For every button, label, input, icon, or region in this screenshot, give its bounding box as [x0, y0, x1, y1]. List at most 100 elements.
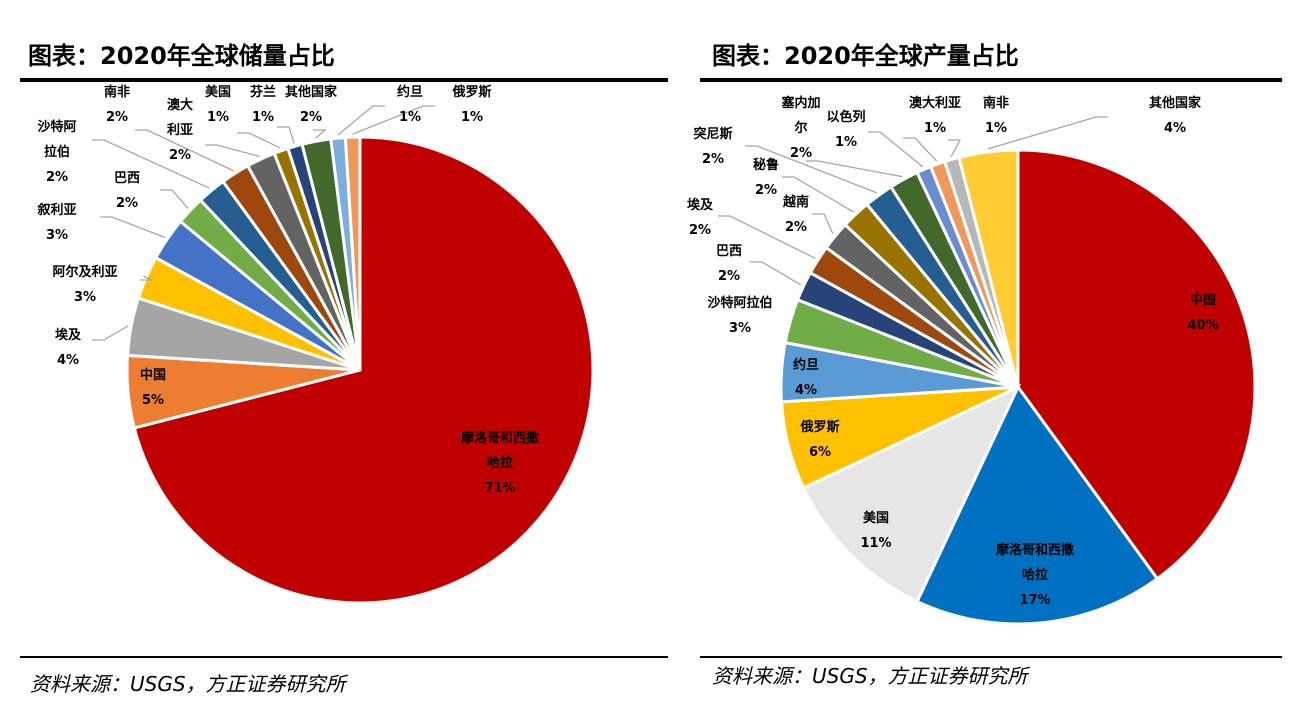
- pie-slice-0-0: [132, 135, 595, 605]
- slice-label-box: 中国 40%: [1187, 288, 1218, 338]
- slice-label: 越南: [782, 195, 810, 210]
- slice-value: 1%: [206, 110, 230, 125]
- slice-value: 1%: [984, 121, 1008, 136]
- slice-value: 71%: [484, 481, 516, 496]
- pie-slice-1-1: [915, 384, 1160, 626]
- slice-label-box: 阿尔及利亚 3%: [52, 260, 117, 310]
- slice-label: 塞内加尔: [781, 96, 821, 136]
- leader-line: [140, 275, 153, 281]
- slice-value: 4%: [794, 383, 818, 398]
- slice-label-box: 摩洛哥和西撒哈拉 17%: [995, 538, 1076, 613]
- slice-label: 埃及: [686, 198, 714, 213]
- slice-label-box: 俄罗斯 1%: [452, 80, 491, 130]
- slice-value: 2%: [688, 223, 712, 238]
- slice-label: 芬兰: [249, 85, 277, 100]
- slice-label: 南非: [103, 85, 131, 100]
- slice-label: 约旦: [396, 85, 424, 100]
- slice-value: 1%: [923, 121, 947, 136]
- right-chart-title: 图表：2020年全球产量占比: [712, 42, 1019, 70]
- slice-value: 2%: [168, 148, 192, 163]
- slice-label-box: 以色列 1%: [826, 105, 865, 155]
- slice-label: 秘鲁: [752, 158, 780, 173]
- slice-label: 沙特阿拉伯: [37, 120, 77, 160]
- slice-label: 突尼斯: [693, 127, 733, 142]
- slice-label-box: 越南 2%: [783, 190, 809, 240]
- slice-label: 其他国家: [284, 85, 338, 100]
- slice-label: 叙利亚: [37, 203, 77, 218]
- slice-value: 1%: [398, 110, 422, 125]
- title-rule-left: [20, 78, 668, 82]
- slice-label-box: 澳大利亚 1%: [909, 91, 961, 141]
- slice-label: 巴西: [715, 244, 743, 259]
- slice-label-box: 摩洛哥和西撒哈拉 71%: [460, 426, 541, 501]
- slice-value: 2%: [754, 183, 778, 198]
- leader-line: [135, 129, 234, 172]
- slice-value: 2%: [299, 110, 323, 125]
- title-rule-right: [700, 78, 1282, 82]
- leader-line: [750, 261, 802, 286]
- slice-value: 11%: [860, 536, 892, 551]
- slice-value: 2%: [784, 220, 808, 235]
- slice-label-box: 沙特阿拉伯 3%: [707, 291, 772, 341]
- slice-label-box: 中国 5%: [140, 363, 166, 413]
- leader-line: [337, 105, 385, 136]
- slice-label: 澳大利亚: [908, 96, 962, 111]
- slice-label-box: 埃及 2%: [687, 193, 713, 243]
- leader-line: [92, 139, 210, 189]
- slice-value: 1%: [460, 110, 484, 125]
- leader-line: [92, 325, 129, 341]
- slice-label-box: 南非 2%: [104, 80, 130, 130]
- slice-label: 澳大利亚: [166, 98, 193, 138]
- slice-label: 中国: [139, 368, 167, 383]
- slice-label-box: 突尼斯 2%: [693, 122, 732, 172]
- leader-line: [718, 215, 816, 259]
- slice-label: 阿尔及利亚: [52, 265, 118, 280]
- slice-label: 南非: [982, 96, 1010, 111]
- leader-line: [868, 131, 924, 168]
- left-chart-title: 图表：2020年全球储量占比: [28, 42, 335, 70]
- slice-label: 其他国家: [1148, 96, 1202, 111]
- leader-line: [948, 139, 962, 157]
- leader-line: [313, 129, 327, 139]
- slice-value: 2%: [789, 146, 813, 161]
- footer-rule-right: [700, 656, 1282, 658]
- leader-line: [782, 176, 855, 213]
- slice-value: 3%: [728, 321, 752, 336]
- slice-value: 4%: [1163, 121, 1187, 136]
- slice-label-box: 巴西 2%: [114, 166, 140, 216]
- slice-label-box: 美国 1%: [205, 80, 231, 130]
- slice-value: 2%: [105, 110, 129, 125]
- slice-label: 俄罗斯: [452, 85, 492, 100]
- slice-label: 摩洛哥和西撒哈拉: [995, 543, 1074, 583]
- slice-label: 约旦: [792, 358, 820, 373]
- leader-line: [903, 137, 938, 162]
- leader-line: [745, 145, 878, 194]
- slice-label-box: 芬兰 1%: [250, 80, 276, 130]
- slice-value: 1%: [834, 135, 858, 150]
- pie-slice-1-0: [1016, 148, 1257, 581]
- slice-value: 4%: [56, 353, 80, 368]
- slice-label-box: 其他国家 2%: [285, 80, 337, 130]
- slice-label: 埃及: [54, 328, 82, 343]
- slice-label: 中国: [1189, 293, 1216, 308]
- slice-value: 3%: [73, 290, 97, 305]
- slice-label-box: 叙利亚 3%: [37, 198, 76, 248]
- slice-label-box: 约旦 1%: [397, 80, 423, 130]
- slice-label: 俄罗斯: [800, 420, 840, 435]
- leader-line: [100, 216, 166, 238]
- slice-value: 2%: [45, 170, 69, 185]
- slice-label-box: 其他国家 4%: [1149, 91, 1201, 141]
- slice-label-box: 南非 1%: [983, 91, 1009, 141]
- slice-label-box: 澳大利亚 2%: [166, 93, 195, 168]
- slice-value: 2%: [701, 152, 725, 167]
- leader-line: [987, 116, 1108, 150]
- leader-line: [237, 132, 281, 149]
- slice-label: 沙特阿拉伯: [707, 296, 773, 311]
- slice-label-box: 塞内加尔 2%: [780, 91, 822, 166]
- slice-label-box: 沙特阿拉伯 2%: [36, 115, 78, 190]
- slice-label-box: 俄罗斯 6%: [800, 415, 839, 465]
- footer-rule-left: [20, 656, 668, 658]
- slice-label: 以色列: [826, 110, 866, 125]
- slice-label: 摩洛哥和西撒哈拉: [460, 431, 539, 471]
